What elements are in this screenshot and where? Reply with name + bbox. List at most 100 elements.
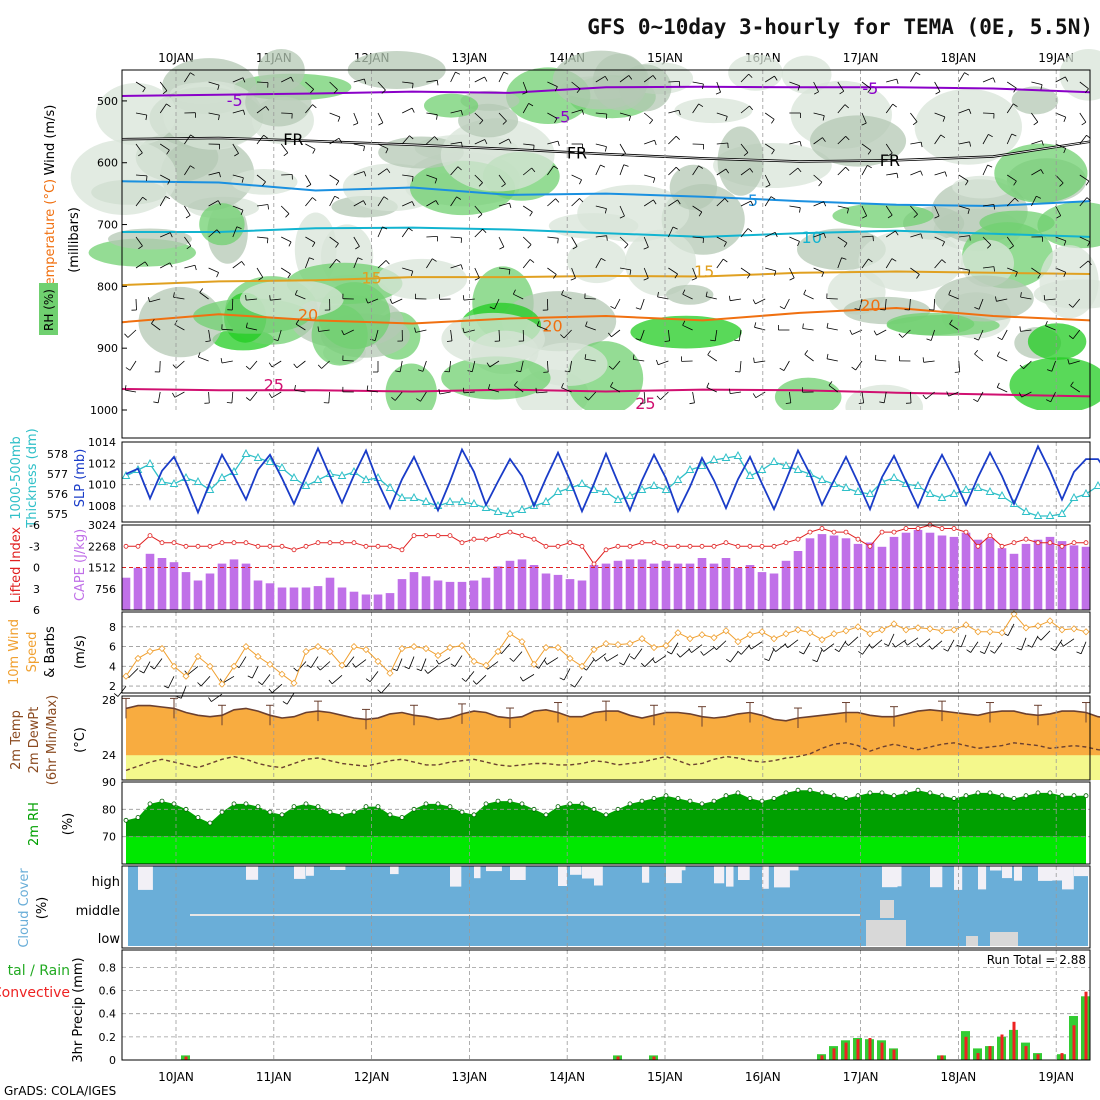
wind-barb — [450, 264, 462, 269]
li-marker — [495, 533, 501, 538]
wind-barb — [128, 668, 139, 678]
wind-barb — [547, 267, 557, 275]
wind-barb — [329, 259, 337, 269]
li-marker — [135, 543, 141, 549]
rh-shading — [1039, 245, 1099, 319]
wind-barb — [813, 232, 825, 238]
wind-barb-flag — [592, 657, 596, 662]
wind-barb — [837, 205, 849, 209]
wind-barb-flag — [457, 166, 462, 171]
wind-barb — [1006, 197, 1016, 207]
wind-barb — [167, 676, 175, 689]
wind-barb-flag — [282, 701, 288, 705]
wind-speed-marker — [1034, 622, 1042, 630]
contour-label: 10 — [802, 228, 822, 247]
wind-barb-flag — [217, 84, 220, 91]
wind-barb — [310, 656, 319, 668]
li-marker — [543, 543, 549, 549]
wind-barb — [547, 236, 559, 239]
wind-speed-marker — [782, 630, 790, 638]
wind-barb-flag — [217, 200, 221, 206]
wind-barb-flag — [216, 229, 221, 234]
wind-barb — [595, 75, 606, 83]
cloud-high-gap — [738, 866, 750, 880]
thickness-marker — [637, 484, 647, 493]
wind-barb-flag — [477, 213, 483, 218]
wind-barb-flag — [486, 362, 491, 368]
wind-barb — [426, 79, 438, 83]
wind-barb-flag — [579, 179, 582, 185]
contour-label: 20 — [542, 317, 562, 336]
rh-marker — [159, 798, 165, 804]
rh-marker — [675, 796, 681, 801]
wind-speed-marker — [338, 661, 346, 669]
rh-marker — [651, 796, 657, 801]
rh-marker — [519, 801, 525, 807]
wind-barb — [1021, 391, 1032, 398]
cape-bar — [889, 536, 899, 610]
cloud-high-gap — [678, 866, 686, 871]
li-marker — [747, 543, 753, 549]
wind-barb — [1031, 635, 1039, 648]
wind-barb-flag — [949, 319, 953, 325]
wind-barb-flag — [896, 173, 899, 179]
cloud-high-gap — [294, 866, 306, 879]
wind-barb-flag — [752, 299, 756, 305]
wind-speed-marker — [494, 647, 502, 656]
li-marker — [843, 529, 849, 535]
rh-shading — [1009, 357, 1100, 413]
wind-barb-flag — [363, 200, 367, 206]
cape-bar — [529, 565, 539, 610]
rh-marker — [975, 790, 981, 796]
wind-barb — [716, 112, 728, 117]
precip-convective-bar — [880, 1042, 884, 1060]
wind-barb-flag — [245, 397, 251, 401]
wind-barb-flag — [834, 648, 840, 653]
li-marker — [1071, 540, 1077, 546]
wind-barb — [875, 359, 887, 362]
wind-tick-label: 6 — [109, 641, 116, 654]
wind-barb-flag — [446, 340, 453, 342]
wind-barb — [1079, 236, 1090, 243]
wind-barb-flag — [682, 320, 686, 326]
wind-barb-flag — [561, 289, 564, 295]
temp-tick-label: 28 — [102, 694, 116, 707]
wind-barb — [355, 659, 367, 668]
wind-barb — [474, 139, 485, 145]
wind-barb — [328, 391, 330, 404]
cape-tick-label: 756 — [95, 583, 116, 596]
precip-convective-bar — [184, 1056, 188, 1060]
cloud-high-gap — [594, 866, 603, 886]
wind-barb-flag — [604, 76, 609, 81]
wind-barb-flag — [729, 388, 731, 394]
cape-tick-label: 1512 — [88, 562, 116, 575]
wind-barb-flag — [389, 298, 393, 304]
cloud-high-gap — [990, 866, 1002, 871]
wind-barb — [571, 81, 581, 90]
pressure-tick-label: 900 — [97, 342, 118, 355]
precip-tick-label: 0.2 — [99, 1031, 117, 1044]
cloud-high-gap — [246, 866, 259, 880]
rh-tick-label: 70 — [102, 831, 116, 844]
slp-axis-label: SLP (mb) — [73, 449, 88, 508]
wind-barb-flag — [514, 381, 518, 386]
wind-barb — [947, 639, 955, 652]
cape-bar — [1033, 539, 1043, 610]
wind-barb — [232, 226, 238, 238]
wind-barb-flag — [826, 322, 829, 328]
wind-barb-flag — [603, 656, 608, 662]
precip-tick-label: 0.4 — [99, 1008, 117, 1021]
li-marker — [675, 543, 681, 549]
wind-barb — [703, 647, 715, 656]
wind-barb — [595, 235, 607, 238]
wind-barb — [261, 674, 271, 685]
wind-barb — [135, 112, 147, 116]
wind-barb-flag — [1050, 647, 1056, 651]
li-marker — [171, 540, 177, 546]
wind-barb — [463, 298, 475, 301]
wind-barb — [813, 201, 824, 207]
li-marker — [195, 543, 201, 549]
wind-barb — [643, 236, 649, 248]
wind-barb — [871, 639, 883, 649]
wind-barb — [595, 205, 607, 209]
